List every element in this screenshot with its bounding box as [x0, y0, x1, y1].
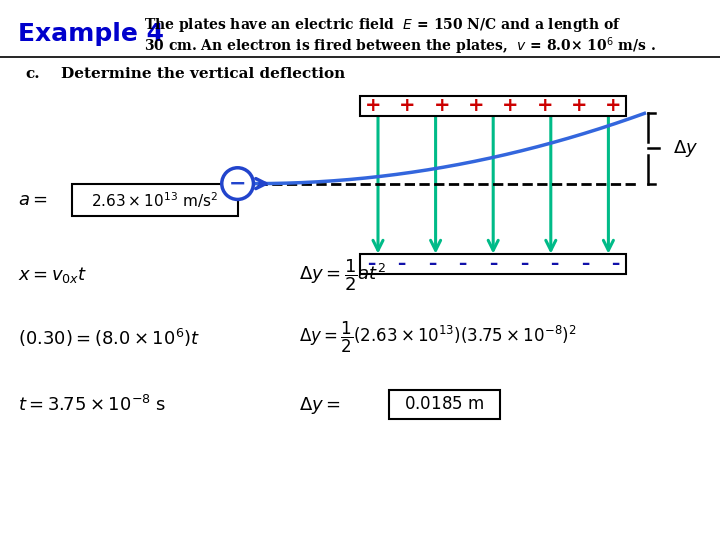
Text: +: + — [536, 96, 553, 116]
Text: +: + — [433, 96, 450, 116]
Text: $\Delta y = \dfrac{1}{2}(2.63 \times 10^{13})(3.75 \times 10^{-8})^2$: $\Delta y = \dfrac{1}{2}(2.63 \times 10^… — [299, 320, 577, 355]
Text: –: – — [366, 255, 375, 273]
Text: $\Delta y = \dfrac{1}{2}at^2$: $\Delta y = \dfrac{1}{2}at^2$ — [299, 258, 386, 293]
Bar — [360, 96, 626, 116]
Text: $0.0185\ \mathrm{m}$: $0.0185\ \mathrm{m}$ — [405, 395, 485, 414]
Text: $\Delta y =$: $\Delta y =$ — [299, 395, 341, 415]
Text: $(0.30) = (8.0 \times 10^6)t$: $(0.30) = (8.0 \times 10^6)t$ — [18, 327, 200, 348]
Text: –: – — [520, 255, 528, 273]
Text: $x = v_{0x}t$: $x = v_{0x}t$ — [18, 265, 87, 286]
Text: Example 4: Example 4 — [18, 22, 164, 45]
Text: Determine the vertical deflection: Determine the vertical deflection — [61, 68, 346, 82]
Text: –: – — [397, 255, 405, 273]
Text: –: – — [550, 255, 559, 273]
Text: +: + — [502, 96, 518, 116]
Text: $t = 3.75 \times 10^{-8}\ \mathrm{s}$: $t = 3.75 \times 10^{-8}\ \mathrm{s}$ — [18, 395, 166, 415]
Text: 30 cm. An electron is fired between the plates,  $v$ = 8.0× 10$^6$ m/s .: 30 cm. An electron is fired between the … — [144, 35, 656, 57]
Text: c.: c. — [25, 68, 40, 82]
Text: –: – — [489, 255, 498, 273]
Text: +: + — [365, 96, 381, 116]
Text: −: − — [229, 173, 246, 194]
Text: –: – — [581, 255, 589, 273]
Text: $2.63 \times 10^{13}\ \mathrm{m/s^2}$: $2.63 \times 10^{13}\ \mathrm{m/s^2}$ — [91, 190, 218, 210]
Ellipse shape — [222, 168, 253, 199]
Text: The plates have an electric field  $E$ = 150 N/C and a length of: The plates have an electric field $E$ = … — [144, 16, 621, 34]
Bar — [389, 390, 500, 418]
Text: –: – — [459, 255, 467, 273]
Text: +: + — [468, 96, 485, 116]
Text: $\Delta y$: $\Delta y$ — [673, 138, 698, 159]
Text: +: + — [606, 96, 621, 116]
Text: +: + — [571, 96, 588, 116]
Text: $a =$: $a =$ — [18, 191, 48, 209]
Text: +: + — [399, 96, 415, 116]
Text: –: – — [611, 255, 620, 273]
Bar — [360, 254, 626, 274]
Text: –: – — [428, 255, 436, 273]
Bar — [72, 184, 238, 216]
